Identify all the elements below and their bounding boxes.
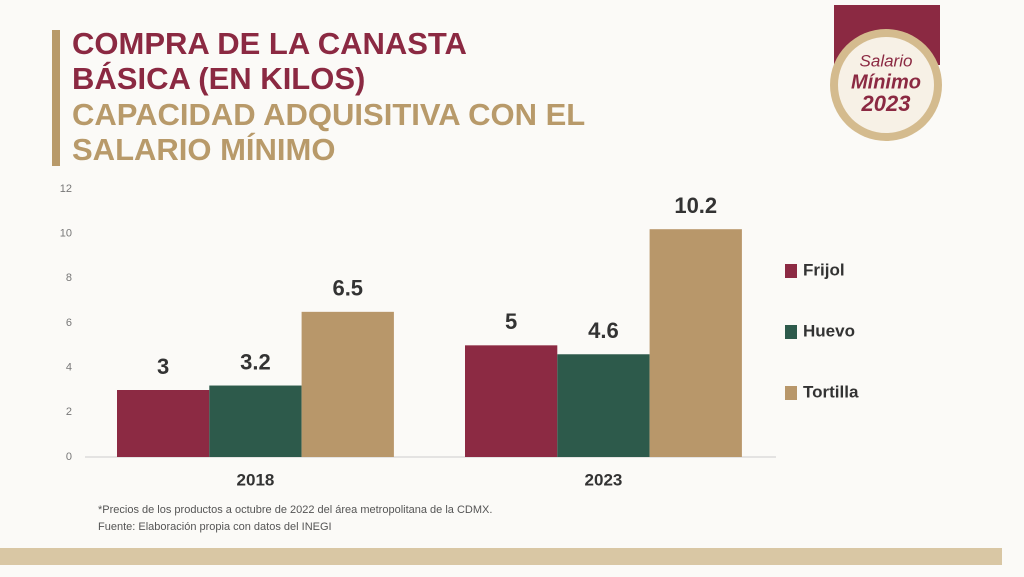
bar [557, 354, 650, 457]
y-tick-label: 6 [66, 317, 72, 329]
bar [301, 311, 394, 457]
badge-face [838, 37, 934, 133]
y-tick-label: 0 [66, 451, 72, 463]
bottom-band [0, 548, 1002, 565]
value-label: 3 [157, 354, 169, 379]
legend-swatch [785, 325, 797, 339]
legend-label: Huevo [803, 321, 855, 340]
y-tick-label: 12 [60, 183, 72, 195]
bar [465, 345, 558, 457]
value-label: 5 [505, 309, 517, 334]
value-label: 3.2 [240, 349, 271, 374]
legend-swatch [785, 264, 797, 278]
badge-text: Salario [860, 51, 913, 70]
y-tick-label: 8 [66, 272, 72, 284]
legend-label: Frijol [803, 260, 845, 279]
title-line: BÁSICA (EN KILOS) [72, 61, 365, 96]
footnote: *Precios de los productos a octubre de 2… [98, 504, 492, 516]
value-label: 6.5 [332, 276, 363, 301]
y-tick-label: 4 [66, 362, 72, 374]
y-tick-label: 10 [60, 228, 72, 240]
bar [117, 390, 210, 457]
value-label: 4.6 [588, 318, 619, 343]
bar [209, 385, 302, 457]
subtitle-line: SALARIO MÍNIMO [72, 132, 336, 167]
value-label: 10.2 [674, 193, 717, 218]
x-tick-label: 2018 [237, 470, 275, 489]
subtitle-line: CAPACIDAD ADQUISITIVA CON EL [72, 97, 585, 132]
title-line: COMPRA DE LA CANASTA [72, 26, 467, 61]
footnote: Fuente: Elaboración propia con datos del… [98, 521, 332, 533]
title-accent [52, 30, 60, 166]
badge-text: 2023 [861, 91, 911, 116]
bar [649, 229, 742, 457]
y-tick-label: 2 [66, 406, 72, 418]
badge-text: Mínimo [851, 71, 921, 93]
legend-swatch [785, 386, 797, 400]
legend-label: Tortilla [803, 382, 859, 401]
badge: Salario Mínimo 2023 [830, 5, 942, 141]
x-tick-label: 2023 [585, 470, 623, 489]
